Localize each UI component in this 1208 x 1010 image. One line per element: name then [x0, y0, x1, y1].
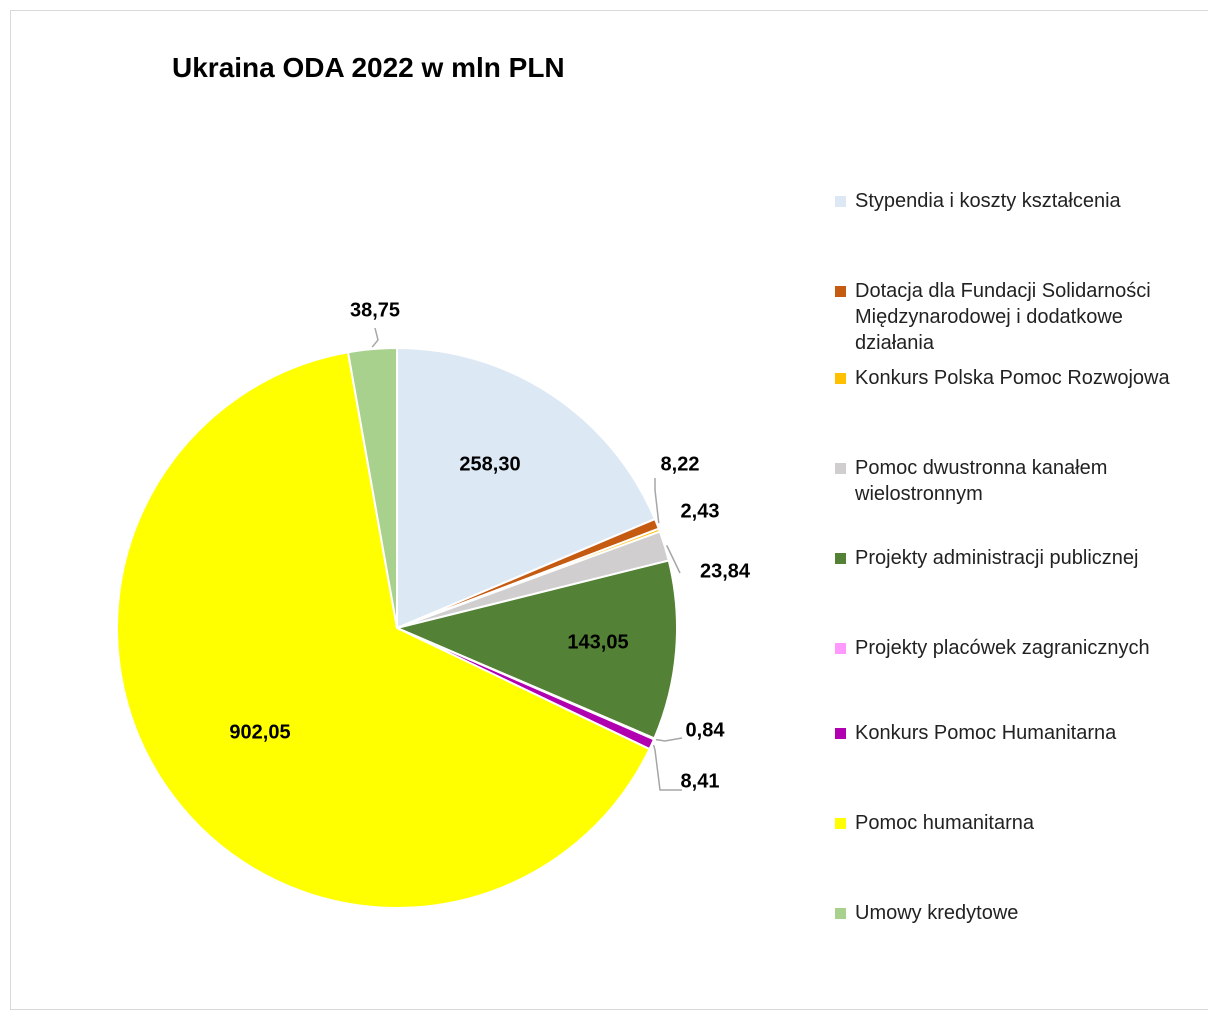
- pie-slice: [116, 351, 651, 909]
- legend-label: Umowy kredytowe: [855, 902, 1019, 924]
- pie-slice: [393, 559, 678, 740]
- data-label: 902,05: [229, 721, 290, 743]
- legend-swatch: [835, 728, 846, 739]
- legend-label: Pomoc humanitarna: [855, 812, 1034, 834]
- leader-line: [652, 744, 682, 791]
- data-label: 0,84: [686, 719, 726, 741]
- data-label: 8,22: [661, 453, 700, 475]
- data-label: 143,05: [567, 631, 628, 653]
- legend-label: Konkurs Pomoc Humanitarna: [855, 722, 1117, 744]
- leader-line: [371, 327, 379, 348]
- legend-item: Umowy kredytowe: [835, 900, 1200, 926]
- data-label: 23,84: [700, 560, 751, 582]
- legend-item: Projekty administracji publicznej: [835, 545, 1200, 571]
- legend-item: Konkurs Polska Pomoc Rozwojowa: [835, 365, 1200, 391]
- legend-swatch: [835, 818, 846, 829]
- legend-label: Konkurs Polska Pomoc Rozwojowa: [855, 367, 1170, 389]
- pie-slice: [396, 346, 657, 630]
- chart-title: Ukraina ODA 2022 w mln PLN: [172, 52, 565, 83]
- data-label: 8,41: [681, 770, 720, 792]
- legend-label: Dotacja dla Fundacji Solidarności Między…: [855, 280, 1151, 354]
- legend-swatch: [835, 643, 846, 654]
- legend-swatch: [835, 196, 846, 207]
- data-label: 258,30: [459, 453, 520, 475]
- legend-swatch: [835, 463, 846, 474]
- legend-label: Projekty placówek zagranicznych: [855, 637, 1150, 659]
- legend-item: Dotacja dla Fundacji Solidarności Między…: [835, 278, 1200, 356]
- data-label: 2,43: [681, 500, 720, 522]
- legend-label: Stypendia i koszty kształcenia: [855, 190, 1121, 212]
- legend-item: Projekty placówek zagranicznych: [835, 635, 1200, 661]
- legend-label: Pomoc dwustronna kanałem wielostronnym: [855, 457, 1108, 505]
- legend-swatch: [835, 553, 846, 564]
- legend-label: Projekty administracji publicznej: [855, 547, 1139, 569]
- leader-line: [665, 545, 681, 574]
- data-label: 38,75: [350, 299, 400, 321]
- legend-swatch: [835, 373, 846, 384]
- legend-item: Konkurs Pomoc Humanitarna: [835, 720, 1200, 746]
- pie-slice: [346, 346, 398, 629]
- leader-line: [655, 737, 683, 742]
- legend-item: Pomoc dwustronna kanałem wielostronnym: [835, 455, 1200, 507]
- leader-line: [654, 478, 660, 524]
- legend-item: Stypendia i koszty kształcenia: [835, 188, 1200, 214]
- legend-swatch: [835, 286, 846, 297]
- legend-swatch: [835, 908, 846, 919]
- legend-item: Pomoc humanitarna: [835, 810, 1200, 836]
